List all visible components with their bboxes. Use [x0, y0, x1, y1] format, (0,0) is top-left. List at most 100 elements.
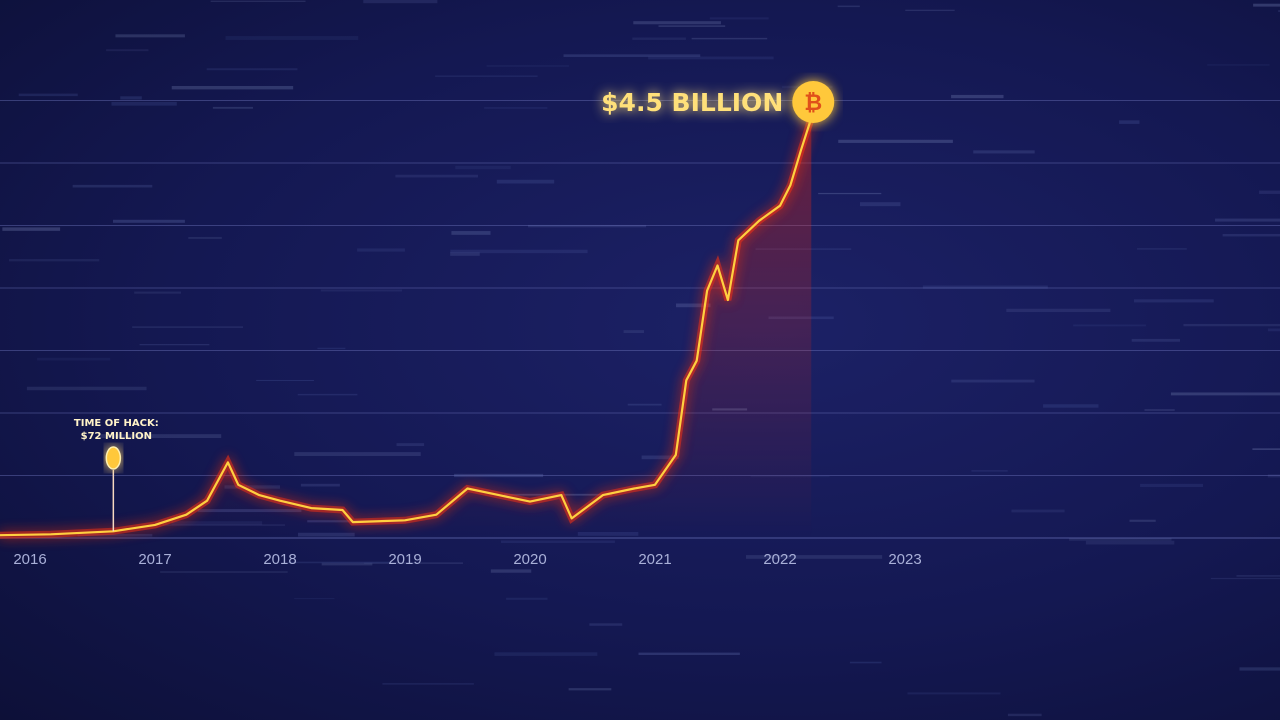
glitch-streak — [951, 94, 1004, 99]
glitch-streak — [818, 192, 882, 195]
glitch-streak — [589, 623, 623, 626]
glitch-streak — [676, 303, 711, 308]
glitch-streak — [973, 150, 1035, 154]
glitch-streak — [1207, 64, 1270, 66]
glitch-streak — [224, 485, 281, 489]
glitch-streak — [287, 561, 392, 564]
bitcoin-icon — [105, 446, 122, 470]
glitch-streak — [658, 25, 726, 27]
glitch-streak — [225, 36, 359, 40]
glitch-streak — [435, 75, 538, 77]
glitch-streak — [363, 0, 438, 4]
glitch-streak — [451, 231, 491, 235]
glitch-streak — [1006, 308, 1111, 313]
x-tick-label: 2023 — [888, 551, 921, 568]
glitch-streak — [111, 101, 177, 106]
glitch-streak — [450, 249, 588, 254]
glitch-streak — [382, 683, 474, 685]
glitch-streak — [210, 0, 306, 2]
glitch-streak — [496, 179, 555, 184]
glitch-streak — [1069, 537, 1172, 541]
glitch-streak — [1043, 404, 1099, 408]
glitch-streak — [1215, 218, 1280, 222]
glitch-streak — [450, 252, 480, 256]
glitch-streak — [1131, 338, 1181, 342]
glitch-streak — [115, 34, 185, 38]
glitch-streak — [1170, 392, 1280, 396]
glitch-streak — [18, 93, 78, 97]
glitch-streak — [951, 379, 1035, 383]
x-tick-label: 2022 — [763, 551, 796, 568]
glitch-streak — [501, 540, 615, 543]
gridlines — [0, 100, 1280, 539]
glitch-streak — [849, 661, 882, 664]
area-glow — [0, 118, 812, 538]
glitch-streak — [1267, 328, 1280, 332]
glitch-streak — [139, 344, 210, 346]
glitch-streak — [2, 227, 61, 231]
glitch-streak — [1222, 233, 1280, 237]
glitch-streak — [171, 85, 294, 90]
glitch-streak — [1239, 667, 1280, 671]
glitch-streak — [317, 347, 346, 350]
glitch-streak — [294, 452, 421, 456]
glitch-streak — [297, 393, 358, 396]
glitch-streak — [206, 68, 298, 71]
x-tick-label: 2021 — [638, 551, 671, 568]
hack-label-line2: $72 MILLION — [81, 431, 152, 442]
glitch-streak — [120, 96, 142, 100]
glitch-streak — [364, 562, 463, 564]
glitch-streak — [321, 562, 373, 566]
glitch-streak — [395, 174, 479, 178]
glitch-streak — [1119, 120, 1140, 124]
glitch-streak — [455, 165, 511, 170]
glitch-streak — [709, 17, 769, 20]
glitch-streak — [907, 692, 1001, 695]
glitch-streak — [212, 106, 253, 109]
peak-annotation: ₿ $4.5 BILLION — [601, 81, 835, 123]
x-tick-label: 2017 — [138, 551, 171, 568]
glitch-streak — [72, 184, 153, 188]
glitch-streak — [1073, 324, 1146, 327]
hack-label-line1: TIME OF HACK: — [74, 418, 159, 429]
x-tick-label: 2019 — [388, 551, 421, 568]
glitch-streak — [160, 571, 288, 573]
glitch-streak — [1007, 713, 1042, 717]
glitch-streak — [638, 652, 740, 655]
glitch-streak — [1085, 540, 1175, 545]
bitcoin-symbol: ₿ — [804, 91, 822, 116]
glitch-streak — [1129, 519, 1156, 522]
glitch-streak — [568, 688, 612, 691]
glitch-streak — [859, 202, 901, 207]
glitch-streak — [1278, 10, 1280, 12]
glitch-streak — [1137, 248, 1187, 250]
glitch-streak — [256, 379, 314, 382]
glitch-streak — [320, 289, 403, 292]
glitch-streak — [1253, 3, 1280, 7]
glitch-streak — [922, 285, 1048, 289]
glitch-streak — [294, 597, 335, 600]
glitch-streak — [132, 326, 244, 328]
glitch-streak — [1259, 190, 1280, 194]
glitch-streak — [648, 56, 774, 60]
glitch-streak — [1210, 577, 1280, 580]
glitch-streak — [1144, 409, 1175, 411]
glitch-streak — [494, 652, 598, 656]
glitch-streak — [691, 37, 768, 40]
glitch-streak — [623, 330, 645, 334]
glitch-streak — [632, 37, 686, 40]
glitch-streak — [905, 9, 955, 12]
glitch-streak — [528, 224, 647, 228]
glitch-streak — [1134, 299, 1214, 303]
glitch-streak — [627, 403, 662, 406]
glitch-streak — [357, 248, 405, 252]
glitch-streak — [1183, 323, 1280, 327]
bitcoin-icon — [792, 81, 835, 123]
glitch-streak — [106, 49, 149, 52]
x-axis: 2016 2017 2018 2019 2020 2021 2022 2023 — [13, 551, 921, 568]
glitch-streak — [486, 65, 569, 67]
glitch-streak — [633, 21, 721, 25]
glitch-streak — [100, 434, 222, 439]
glitch-streak — [1252, 448, 1280, 451]
